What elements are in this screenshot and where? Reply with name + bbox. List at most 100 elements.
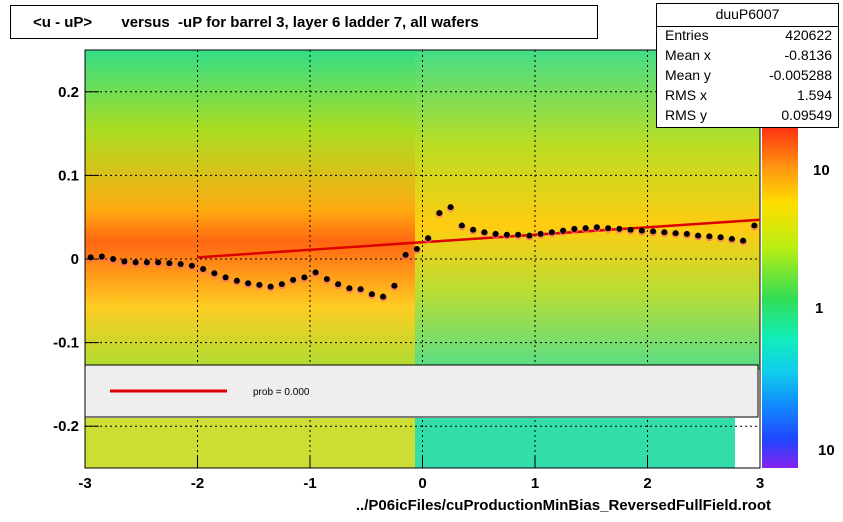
x-tick-label: -2	[191, 475, 204, 492]
stats-value: 0.09549	[781, 107, 832, 123]
stats-row-mean-y: Mean y -0.005288	[665, 67, 832, 87]
stats-row-rms-y: RMS y 0.09549	[665, 107, 832, 127]
data-point	[672, 230, 679, 237]
data-point	[661, 229, 668, 236]
data-point	[627, 226, 634, 233]
data-point	[98, 253, 105, 260]
colorbar-gradient	[762, 128, 798, 468]
stats-box: duuP6007 Entries 420622 Mean x -0.8136 M…	[656, 3, 839, 128]
data-point	[458, 222, 465, 229]
data-point	[728, 235, 735, 242]
data-point	[706, 233, 713, 240]
stats-key: RMS x	[665, 87, 707, 103]
data-point	[346, 285, 353, 292]
y-axis-ticks: -0.2 -0.1 0 0.1 0.2	[53, 84, 99, 435]
y-tick-label: -0.1	[53, 335, 79, 352]
data-point	[638, 227, 645, 234]
data-point	[143, 259, 150, 266]
stats-key: Entries	[665, 27, 709, 43]
data-point	[481, 229, 488, 236]
data-point	[593, 224, 600, 231]
x-axis-ticks: -3 -2 -1 0 1 2 3	[78, 456, 764, 492]
data-point	[605, 225, 612, 232]
data-point	[267, 283, 274, 290]
data-point	[526, 232, 533, 239]
data-point	[200, 266, 207, 273]
data-point	[503, 231, 510, 238]
data-point	[278, 281, 285, 288]
data-point	[616, 225, 623, 232]
x-tick-label: -1	[303, 475, 316, 492]
y-tick-label: 0.1	[58, 167, 79, 184]
y-tick-label: -0.2	[53, 418, 79, 435]
heatmap-bottom-left	[85, 418, 415, 468]
data-points-layer	[86, 204, 759, 302]
data-point	[256, 281, 263, 288]
chart-title: <u - uP> versus -uP for barrel 3, layer …	[33, 14, 479, 31]
colorbar-label-1: 1	[815, 300, 823, 317]
data-point	[380, 293, 387, 300]
data-point	[132, 259, 139, 266]
data-point	[245, 280, 252, 287]
data-point	[717, 234, 724, 241]
data-point	[155, 259, 162, 266]
fit-line-layer	[197, 218, 761, 259]
fit-legend: prob = 0.000	[84, 364, 759, 418]
data-point	[436, 210, 443, 217]
data-point	[233, 277, 240, 284]
heatmap-bottom-right	[415, 418, 735, 468]
data-point	[222, 274, 229, 281]
y-tick-label: 0.2	[58, 84, 79, 101]
x-tick-label: 3	[756, 475, 764, 492]
stats-name: duuP6007	[657, 6, 838, 27]
data-point	[166, 260, 173, 267]
data-point	[425, 235, 432, 242]
stats-value: -0.005288	[768, 67, 832, 83]
data-point	[413, 245, 420, 252]
data-point	[188, 262, 195, 269]
data-point	[548, 229, 555, 236]
data-point	[290, 276, 297, 283]
data-point	[110, 256, 117, 262]
data-point	[560, 227, 567, 234]
y-tick-label: 0	[71, 251, 79, 268]
data-point	[695, 232, 702, 239]
data-point	[571, 225, 578, 232]
stats-value: -0.8136	[784, 47, 832, 63]
stats-value: 420622	[785, 27, 832, 43]
stats-key: RMS y	[665, 107, 707, 123]
stats-value: 1.594	[796, 87, 832, 103]
colorbar-label-10: 10	[813, 162, 830, 179]
colorbar: 10 1 10	[762, 128, 835, 468]
fit-legend-label: prob = 0.000	[253, 387, 310, 398]
colorbar-label-10-low: 10	[818, 442, 835, 459]
data-point	[301, 274, 308, 281]
data-point	[683, 230, 690, 237]
data-point	[492, 230, 499, 237]
data-point	[470, 226, 477, 233]
stats-row-mean-x: Mean x -0.8136	[665, 47, 832, 67]
fit-line	[197, 218, 761, 259]
stats-key: Mean x	[665, 47, 711, 63]
data-point	[368, 291, 375, 298]
data-point	[447, 204, 454, 211]
data-point	[312, 269, 319, 276]
data-point	[391, 282, 398, 289]
x-tick-label: 0	[418, 475, 426, 492]
data-point	[357, 286, 364, 293]
data-point	[121, 258, 128, 265]
data-point	[740, 237, 747, 244]
x-tick-label: -3	[78, 475, 91, 492]
stats-key: Mean y	[665, 67, 711, 83]
data-point	[582, 225, 589, 232]
data-point	[335, 281, 342, 288]
x-tick-label: 2	[643, 475, 651, 492]
data-point	[751, 222, 758, 229]
data-point	[211, 270, 218, 277]
x-axis-label: ../P06icFiles/cuProductionMinBias_Revers…	[355, 497, 771, 514]
chart-title-box: <u - uP> versus -uP for barrel 3, layer …	[10, 5, 598, 39]
stats-row-rms-x: RMS x 1.594	[665, 87, 832, 107]
data-point	[177, 261, 184, 268]
data-point	[537, 230, 544, 237]
heatmap-left-region	[85, 50, 415, 370]
